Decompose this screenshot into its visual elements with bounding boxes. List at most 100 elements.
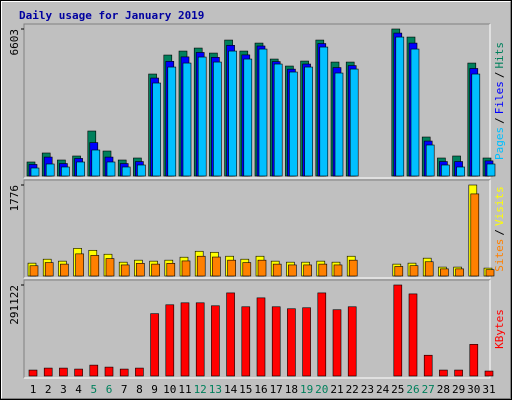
bar — [213, 61, 222, 177]
x-tick-label: 23 — [361, 383, 374, 396]
bar — [60, 263, 69, 277]
bar — [318, 263, 328, 277]
bar — [484, 370, 494, 377]
x-tick-label: 13 — [209, 383, 222, 396]
x-tick-label: 18 — [285, 383, 298, 396]
x-tick-label: 31 — [482, 383, 495, 396]
x-tick-label: 17 — [270, 383, 283, 396]
legend-entry: Pages — [493, 127, 506, 160]
legend-entry: KBytes — [493, 309, 506, 349]
bar — [288, 264, 297, 277]
bar — [30, 167, 40, 177]
bar — [104, 366, 114, 377]
x-tick-label: 16 — [254, 383, 267, 396]
x-tick-label: 21 — [330, 383, 343, 396]
bar — [150, 313, 159, 377]
bar — [334, 72, 344, 177]
bar — [319, 46, 329, 177]
bar — [409, 265, 419, 277]
bar — [349, 68, 359, 177]
bar — [469, 344, 479, 377]
bar — [289, 71, 298, 177]
bar — [440, 268, 449, 277]
bar — [119, 368, 129, 377]
panel-bevel-light — [24, 24, 491, 179]
x-tick-label: 11 — [178, 383, 191, 396]
bar — [182, 62, 192, 177]
bar — [258, 48, 268, 177]
bar — [394, 266, 404, 277]
bar — [136, 263, 145, 277]
bar — [195, 302, 205, 377]
bar — [486, 163, 496, 177]
bar — [333, 264, 343, 277]
bar — [212, 256, 221, 277]
x-tick-label: 9 — [151, 383, 158, 396]
bar — [196, 255, 206, 277]
y-tick-label: 1776 — [8, 185, 21, 212]
bar — [439, 369, 448, 377]
x-tick-label: 22 — [346, 383, 359, 396]
bar — [227, 259, 236, 277]
bar — [424, 261, 434, 277]
legend-separator: / — [493, 229, 506, 236]
x-tick-label: 28 — [437, 383, 450, 396]
x-tick-label: 15 — [239, 383, 252, 396]
chart-title: Daily usage for January 2019 — [19, 9, 204, 22]
bar — [271, 306, 281, 377]
bar — [120, 264, 130, 277]
bar — [272, 263, 282, 277]
bar — [393, 284, 403, 377]
y-tick-label: 291122 — [8, 285, 21, 325]
bar — [228, 50, 237, 177]
bar — [91, 149, 101, 177]
x-tick-label: 26 — [406, 383, 419, 396]
bar — [471, 73, 481, 177]
legend-entry: Hits — [493, 42, 506, 69]
x-tick-label: 7 — [121, 383, 128, 396]
bar — [470, 193, 480, 277]
bar — [165, 304, 175, 377]
x-tick-label: 1 — [30, 383, 37, 396]
bar — [256, 297, 266, 377]
x-tick-label: 14 — [224, 383, 238, 396]
bar — [137, 164, 146, 177]
bar — [135, 367, 144, 377]
bar — [75, 253, 84, 277]
bar — [287, 308, 296, 377]
bar — [456, 166, 465, 177]
bar — [45, 163, 55, 177]
bar — [242, 262, 252, 277]
panel-bevel-dark — [23, 279, 490, 378]
x-tick-label: 25 — [391, 383, 404, 396]
bar — [44, 262, 54, 277]
x-tick-label: 3 — [60, 383, 67, 396]
x-tick-label: 20 — [315, 383, 328, 396]
x-tick-label: 2 — [45, 383, 52, 396]
legend-entry: Files — [493, 81, 506, 114]
x-tick-label: 29 — [452, 383, 465, 396]
bar — [273, 63, 283, 177]
bar — [257, 259, 267, 277]
bar — [151, 263, 160, 277]
bar — [59, 367, 68, 377]
bar — [76, 161, 85, 177]
bar — [317, 292, 327, 377]
bar — [423, 354, 433, 377]
bar — [43, 367, 53, 377]
panel-bevel-light — [24, 280, 491, 379]
bar — [28, 369, 38, 377]
bar — [89, 364, 99, 377]
bar — [181, 260, 191, 277]
x-tick-label: 27 — [422, 383, 435, 396]
bar — [485, 269, 495, 277]
panel-bevel-dark — [23, 23, 490, 178]
bar — [455, 268, 464, 277]
legend: Pages / Files / Hits — [493, 42, 506, 160]
bar — [425, 144, 435, 177]
x-tick-label: 5 — [90, 383, 97, 396]
bar — [180, 302, 190, 377]
